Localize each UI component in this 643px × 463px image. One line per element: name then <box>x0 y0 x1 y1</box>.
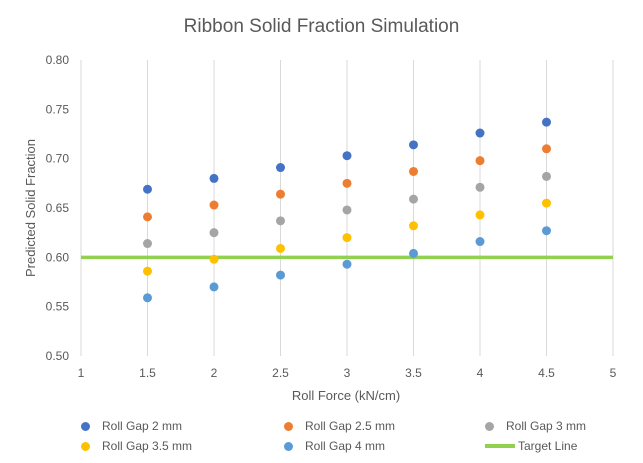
legend-item: Roll Gap 3.5 mm <box>81 439 192 453</box>
data-point-series-3 <box>342 205 352 215</box>
legend-label: Roll Gap 2.5 mm <box>305 419 396 433</box>
y-tick-label: 0.70 <box>46 152 70 166</box>
data-point-series-3 <box>409 194 418 204</box>
data-point-series-4 <box>276 243 285 253</box>
y-tick-label: 0.55 <box>46 300 70 314</box>
y-tick-label: 0.60 <box>46 250 70 264</box>
y-tick-label: 0.65 <box>46 201 70 215</box>
data-point-series-2 <box>342 178 352 188</box>
chart-title: Ribbon Solid Fraction Simulation <box>183 16 460 37</box>
data-point-series-4 <box>475 210 485 220</box>
x-tick-label: 1.5 <box>139 366 156 380</box>
data-point-series-1 <box>475 128 485 138</box>
legend-label: Target Line <box>518 439 578 453</box>
legend-marker <box>284 421 293 431</box>
data-point-series-5 <box>542 226 551 236</box>
legend-marker <box>485 421 494 431</box>
data-point-series-5 <box>409 248 418 258</box>
y-tick-label: 0.75 <box>46 102 70 116</box>
x-tick-label: 4 <box>477 366 484 380</box>
data-point-series-1 <box>209 173 219 183</box>
legend-label: Roll Gap 3 mm <box>506 419 587 433</box>
data-point-series-1 <box>143 184 152 194</box>
x-tick-label: 2.5 <box>272 366 289 380</box>
legend-marker <box>81 421 90 431</box>
data-point-series-4 <box>143 266 152 276</box>
data-point-series-1 <box>409 140 418 150</box>
x-tick-label: 5 <box>610 366 617 380</box>
data-point-series-2 <box>143 212 152 222</box>
legend-item: Roll Gap 2 mm <box>81 419 182 433</box>
legend-item: Roll Gap 4 mm <box>284 439 385 453</box>
data-point-series-1 <box>276 163 285 173</box>
data-point-series-1 <box>542 117 551 127</box>
y-axis-title: Predicted Solid Fraction <box>23 139 38 277</box>
data-point-series-3 <box>209 228 219 238</box>
legend-label: Roll Gap 2 mm <box>102 419 183 433</box>
data-point-series-2 <box>542 144 551 154</box>
x-tick-label: 4.5 <box>538 366 555 380</box>
data-point-series-1 <box>342 151 352 161</box>
y-tick-label: 0.80 <box>46 53 70 67</box>
data-point-series-2 <box>475 156 485 166</box>
x-tick-label: 3.5 <box>405 366 422 380</box>
legend: Roll Gap 2 mm Roll Gap 2.5 mm Roll Gap 3 m… <box>78 419 638 459</box>
x-tick-label: 3 <box>344 366 351 380</box>
y-tick-label: 0.50 <box>46 349 70 363</box>
data-point-series-5 <box>276 270 285 280</box>
data-point-series-3 <box>276 216 285 226</box>
x-axis-title: Roll Force (kN/cm) <box>292 388 400 403</box>
data-point-series-3 <box>143 239 152 249</box>
legend-item: Roll Gap 2.5 mm <box>284 419 395 433</box>
data-point-series-3 <box>475 182 485 192</box>
data-point-series-5 <box>143 293 152 303</box>
data-point-series-4 <box>542 198 551 208</box>
points-layer <box>143 117 551 303</box>
axis-layer: 1 1.5 2 2.5 3 3.5 4 4.5 5 0.50 0.55 0.60 0.65 0.70 0.7… <box>46 53 617 380</box>
data-point-series-5 <box>209 282 219 292</box>
data-point-series-2 <box>409 166 418 176</box>
data-point-series-2 <box>209 200 219 210</box>
data-point-series-3 <box>542 171 551 181</box>
data-point-series-5 <box>475 237 485 247</box>
legend-item: Target Line <box>485 439 577 453</box>
data-point-series-4 <box>409 221 418 231</box>
data-point-series-4 <box>209 254 219 264</box>
data-point-series-5 <box>342 259 352 269</box>
x-tick-label: 2 <box>211 366 218 380</box>
data-point-series-4 <box>342 233 352 243</box>
legend-label: Roll Gap 3.5 mm <box>102 439 193 453</box>
legend-label: Roll Gap 4 mm <box>305 439 386 453</box>
legend-item: Roll Gap 3 mm <box>485 419 586 433</box>
x-tick-label: 1 <box>78 366 85 380</box>
legend-marker <box>284 441 293 451</box>
legend-line-marker <box>485 444 515 448</box>
legend-marker <box>81 441 90 451</box>
data-point-series-2 <box>276 189 285 199</box>
